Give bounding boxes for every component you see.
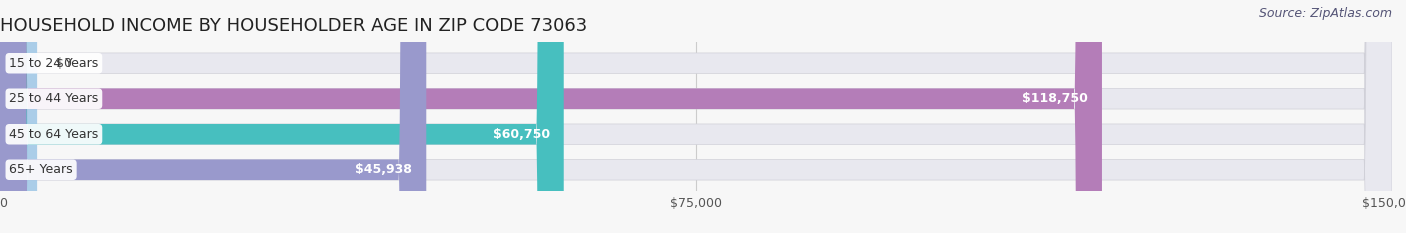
FancyBboxPatch shape (0, 0, 37, 233)
Text: $0: $0 (56, 57, 72, 70)
Text: 45 to 64 Years: 45 to 64 Years (10, 128, 98, 141)
Text: $60,750: $60,750 (492, 128, 550, 141)
FancyBboxPatch shape (0, 0, 426, 233)
Text: $118,750: $118,750 (1022, 92, 1088, 105)
Text: 65+ Years: 65+ Years (10, 163, 73, 176)
Text: Source: ZipAtlas.com: Source: ZipAtlas.com (1258, 7, 1392, 20)
Text: HOUSEHOLD INCOME BY HOUSEHOLDER AGE IN ZIP CODE 73063: HOUSEHOLD INCOME BY HOUSEHOLDER AGE IN Z… (0, 17, 588, 35)
Text: 15 to 24 Years: 15 to 24 Years (10, 57, 98, 70)
Text: $45,938: $45,938 (356, 163, 412, 176)
FancyBboxPatch shape (0, 0, 1102, 233)
FancyBboxPatch shape (0, 0, 564, 233)
Text: 25 to 44 Years: 25 to 44 Years (10, 92, 98, 105)
